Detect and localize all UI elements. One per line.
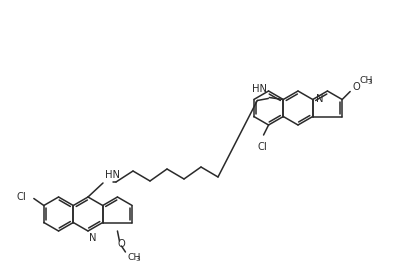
- Text: Cl: Cl: [16, 193, 26, 202]
- Text: N: N: [316, 95, 323, 104]
- Text: HN: HN: [105, 170, 120, 180]
- Text: CH: CH: [359, 76, 373, 85]
- Text: N: N: [89, 233, 97, 243]
- Text: 3: 3: [135, 256, 140, 262]
- Text: O: O: [118, 239, 125, 249]
- Text: O: O: [352, 83, 360, 92]
- Text: HN: HN: [252, 85, 267, 95]
- Text: CH: CH: [128, 253, 141, 262]
- Text: Cl: Cl: [258, 142, 267, 152]
- Text: 3: 3: [367, 80, 372, 85]
